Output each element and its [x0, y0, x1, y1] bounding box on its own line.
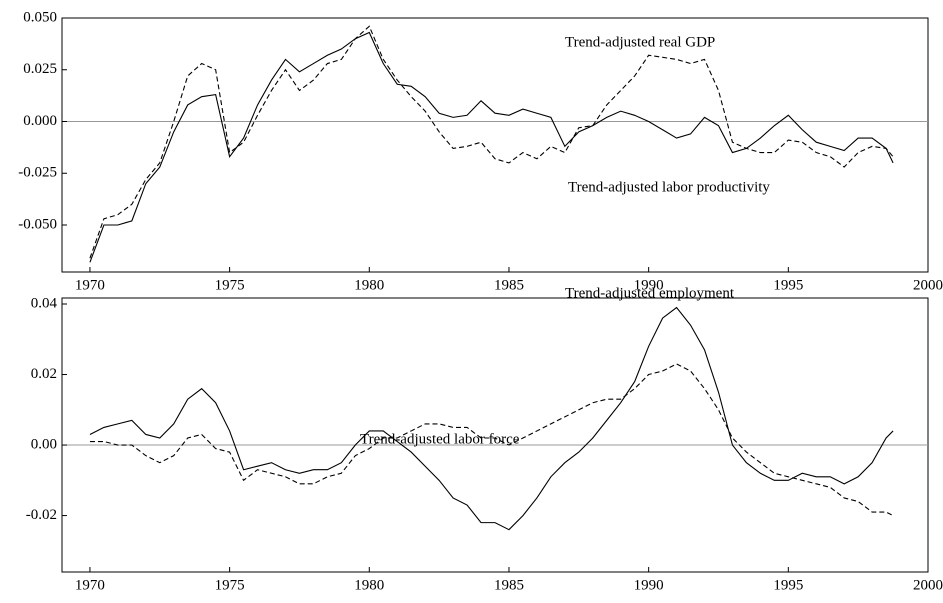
x-tick-label: 1970	[75, 277, 105, 293]
y-tick-label: 0.050	[23, 9, 57, 25]
x-tick-label: 1975	[215, 277, 245, 293]
y-tick-label: 0.04	[31, 295, 58, 311]
y-tick-label: 0.02	[31, 366, 57, 382]
y-tick-label: -0.050	[18, 216, 57, 232]
plot-frame	[61, 297, 929, 573]
series-line	[89, 25, 894, 259]
y-tick-label: -0.02	[26, 507, 57, 523]
y-tick-label: -0.025	[18, 165, 57, 181]
x-tick-label: 1990	[634, 277, 664, 293]
y-tick-label: 0.00	[31, 436, 57, 452]
x-tick-label: 1995	[773, 577, 803, 593]
x-tick-label: 2000	[913, 577, 943, 593]
x-tick-label: 1995	[773, 277, 803, 293]
series-label: Trend-adjusted real GDP	[565, 34, 715, 50]
x-tick-label: 1980	[354, 577, 384, 593]
x-tick-label: 1985	[494, 577, 524, 593]
x-tick-label: 1975	[215, 577, 245, 593]
series-line	[89, 363, 894, 517]
y-tick-label: 0.025	[23, 61, 57, 77]
y-tick-label: 0.000	[23, 113, 57, 129]
series-line	[89, 31, 894, 263]
series-label: Trend-adjusted labor force	[360, 431, 520, 447]
x-tick-label: 1970	[75, 577, 105, 593]
x-tick-label: 2000	[913, 277, 943, 293]
x-tick-label: 1985	[494, 277, 524, 293]
x-tick-label: 1980	[354, 277, 384, 293]
x-tick-label: 1990	[634, 577, 664, 593]
series-line	[89, 306, 894, 531]
plot-frame	[61, 17, 929, 273]
series-label: Trend-adjusted labor productivity	[568, 179, 770, 195]
series-label: Trend-adjusted employment	[565, 285, 735, 301]
